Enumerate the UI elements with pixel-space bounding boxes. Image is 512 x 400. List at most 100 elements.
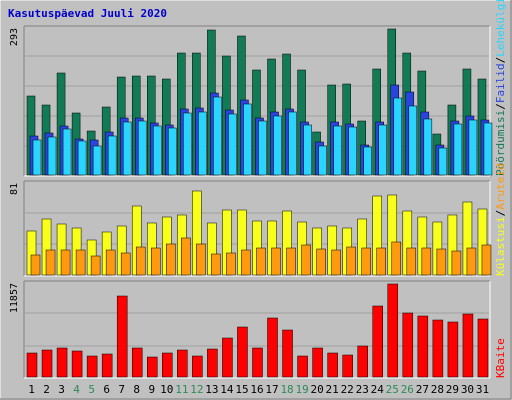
bar-mid-sites-day-10 (166, 243, 176, 276)
bar-top-pages-day-10 (168, 127, 177, 176)
legend-top-item-0: Pöördumisi (494, 110, 507, 176)
bar-bottom-kbytes-day-23 (357, 345, 368, 378)
day-label-25: 25 (386, 383, 399, 396)
bar-top-pages-day-21 (333, 125, 342, 176)
bar-top-pages-day-25 (393, 97, 403, 176)
day-label-23: 23 (356, 383, 369, 396)
legend-mid-item-0: Külastusi (494, 216, 507, 276)
bar-top-pages-day-26 (408, 105, 418, 176)
panel-bottom-ymax-label: 11857 (9, 283, 20, 313)
bar-mid-sites-day-9 (151, 247, 161, 276)
bar-top-pages-day-13 (213, 96, 222, 176)
bar-mid-sites-day-19 (301, 244, 311, 276)
day-label-7: 7 (118, 383, 125, 396)
bar-mid-sites-day-5 (90, 255, 101, 276)
bar-bottom-kbytes-day-7 (116, 295, 128, 378)
day-label-30: 30 (461, 383, 474, 396)
bar-top-pages-day-7 (122, 121, 132, 176)
day-label-28: 28 (431, 383, 444, 396)
bar-bottom-kbytes-day-25 (387, 283, 399, 378)
bar-bottom-kbytes-day-16 (252, 347, 263, 378)
day-label-14: 14 (220, 383, 234, 396)
bar-mid-sites-day-23 (361, 247, 371, 276)
bar-mid-sites-day-24 (376, 247, 386, 276)
bar-top-pages-day-14 (228, 113, 237, 176)
bar-bottom-kbytes-day-2 (41, 349, 53, 378)
bar-mid-sites-day-22 (346, 246, 356, 276)
bar-top-pages-day-5 (92, 145, 102, 176)
bar-top-pages-day-28 (438, 147, 448, 176)
bar-top-pages-day-29 (453, 123, 463, 176)
bar-top-pages-day-3 (62, 128, 72, 176)
panel-bottom: 11857 (9, 280, 491, 379)
bar-bottom-kbytes-day-5 (86, 355, 98, 378)
bar-mid-sites-day-2 (45, 249, 56, 276)
legend-top: Pöördumisi/Failid/Lehekülgi (494, 0, 507, 176)
day-label-1: 1 (28, 383, 35, 396)
bar-top-pages-day-4 (77, 140, 87, 176)
bar-top-pages-day-20 (318, 145, 327, 176)
bar-mid-sites-day-1 (30, 254, 41, 276)
bar-mid-sites-day-29 (451, 250, 462, 276)
bar-bottom-kbytes-day-29 (447, 321, 459, 378)
bar-bottom-kbytes-day-17 (267, 317, 278, 378)
bar-mid-sites-day-16 (256, 247, 266, 276)
bar-mid-sites-day-18 (286, 247, 296, 276)
day-label-26: 26 (401, 383, 414, 396)
bar-mid-sites-day-11 (181, 237, 191, 276)
bar-mid-sites-day-21 (331, 249, 341, 276)
bar-top-pages-day-31 (483, 122, 493, 176)
bar-mid-sites-day-25 (391, 241, 402, 276)
bar-bottom-kbytes-day-6 (101, 353, 113, 378)
bar-mid-sites-day-20 (316, 248, 326, 276)
bar-top-pages-day-18 (288, 111, 297, 176)
bar-top-pages-day-12 (198, 111, 207, 176)
bar-bottom-kbytes-day-19 (297, 355, 308, 378)
legends: Pöördumisi/Failid/LehekülgiKülastusi/Aru… (494, 0, 507, 378)
day-label-20: 20 (311, 383, 324, 396)
panel-mid-ymax-label: 81 (9, 183, 20, 195)
day-label-18: 18 (280, 383, 293, 396)
bar-top-pages-day-11 (183, 112, 192, 176)
day-label-9: 9 (148, 383, 155, 396)
panel-top: 293 (9, 25, 493, 177)
bar-top-pages-day-15 (243, 103, 252, 176)
bar-bottom-kbytes-day-10 (162, 352, 173, 378)
day-label-6: 6 (103, 383, 110, 396)
bar-top-pages-day-24 (378, 124, 387, 176)
bar-bottom-kbytes-day-24 (372, 305, 383, 378)
day-label-31: 31 (476, 383, 489, 396)
day-label-17: 17 (265, 383, 278, 396)
bar-mid-sites-day-13 (211, 253, 221, 276)
bar-bottom-kbytes-day-20 (312, 347, 323, 378)
day-label-27: 27 (416, 383, 429, 396)
bar-bottom-kbytes-day-31 (477, 318, 489, 378)
day-label-22: 22 (341, 383, 354, 396)
bar-bottom-kbytes-day-9 (147, 356, 158, 378)
bar-bottom-kbytes-day-13 (207, 348, 218, 378)
day-label-13: 13 (205, 383, 218, 396)
bar-bottom-kbytes-day-22 (342, 354, 353, 378)
panel-top-ymax-label: 293 (9, 28, 20, 46)
day-label-12: 12 (190, 383, 203, 396)
bar-mid-sites-day-3 (60, 249, 71, 276)
bar-mid-sites-day-7 (120, 252, 131, 276)
bar-bottom-kbytes-day-1 (26, 352, 38, 378)
bar-top-pages-day-9 (153, 125, 162, 176)
day-label-15: 15 (235, 383, 248, 396)
legend-mid-item-1: / (494, 210, 507, 217)
bar-top-pages-day-27 (423, 118, 433, 176)
day-label-4: 4 (73, 383, 80, 396)
bar-mid-sites-day-6 (105, 249, 116, 276)
legend-bottom-item-0: KBaite (494, 338, 507, 378)
bar-bottom-kbytes-day-26 (402, 312, 414, 378)
bar-top-pages-day-16 (258, 120, 267, 176)
bar-mid-sites-day-15 (241, 249, 251, 276)
bar-bottom-kbytes-day-21 (327, 352, 338, 378)
bar-mid-sites-day-8 (135, 246, 146, 276)
plot-panels: 293 81 11857 (9, 25, 493, 379)
bar-top-pages-day-23 (363, 146, 372, 176)
bar-bottom-kbytes-day-27 (417, 315, 429, 378)
